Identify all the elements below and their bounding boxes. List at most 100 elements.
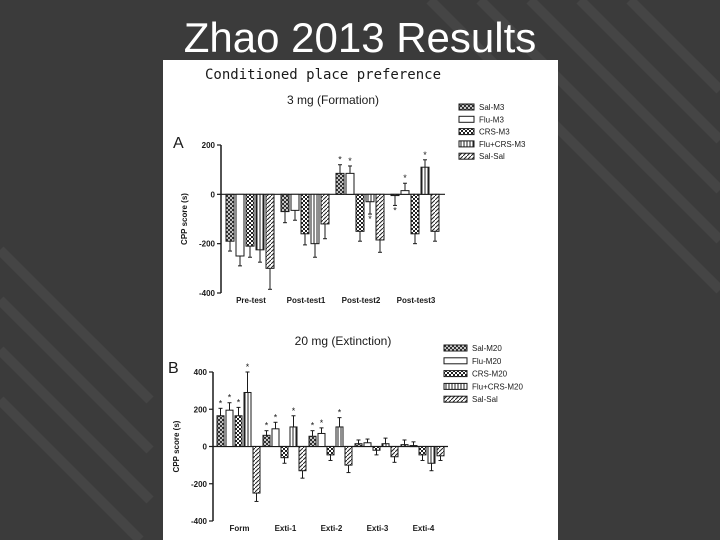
- y-tick-label: 200: [194, 405, 208, 414]
- legend-label: CRS-M20: [472, 370, 508, 379]
- x-tick-label: Post-test3: [397, 296, 436, 305]
- significance-star: *: [292, 406, 296, 416]
- panel-label: B: [168, 360, 179, 377]
- x-tick-label: Exti-3: [367, 524, 389, 533]
- bar: [355, 193, 365, 232]
- chart-panel-b: 20 mg (Extinction) B 400 200 0 -200 -400 CPP sc…: [168, 334, 523, 533]
- legend-swatch: [443, 370, 468, 378]
- y-tick-label: 200: [202, 141, 216, 150]
- bar: [375, 193, 385, 241]
- legend-label: Sal-Sal: [472, 395, 498, 404]
- figure-panel: Conditioned place preference 3 mg (Forma…: [163, 60, 558, 540]
- figure-svg: Conditioned place preference 3 mg (Forma…: [168, 67, 526, 533]
- bar: [252, 446, 261, 494]
- legend-label: Flu-M3: [479, 115, 504, 124]
- y-tick-label: 0: [211, 190, 216, 199]
- chart-panel-a: 3 mg (Formation) A 200 0 -200 -400 CPP score (…: [173, 93, 526, 305]
- bar: [280, 193, 290, 213]
- bar: [317, 432, 326, 447]
- bar: [280, 446, 289, 459]
- y-tick-label: -200: [199, 240, 216, 249]
- legend-swatch: [443, 395, 468, 403]
- significance-star: *: [228, 393, 232, 403]
- y-tick-label: 400: [194, 368, 208, 377]
- bar: [326, 446, 335, 456]
- bar: [430, 193, 440, 232]
- bar: [400, 190, 410, 195]
- legend-swatch: [458, 140, 475, 148]
- bar: [372, 446, 381, 451]
- bar: [381, 443, 390, 447]
- significance-star: *: [274, 412, 278, 422]
- x-tick-label: Post-test1: [287, 296, 326, 305]
- significance-star: *: [246, 362, 250, 372]
- bar: [335, 426, 344, 448]
- legend-swatch: [443, 344, 468, 352]
- significance-star: *: [423, 150, 427, 160]
- x-tick-label: Exti-2: [321, 524, 343, 533]
- bar: [410, 193, 420, 235]
- bar: [363, 442, 372, 447]
- x-tick-label: Post-test2: [342, 296, 381, 305]
- bar: [308, 435, 317, 448]
- significance-star: *: [219, 398, 223, 408]
- x-tick-label: Pre-test: [236, 296, 266, 305]
- bar: [310, 193, 320, 245]
- bar: [245, 193, 255, 247]
- bar: [300, 193, 310, 235]
- bar: [335, 172, 345, 195]
- legend-label: CRS-M3: [479, 128, 510, 137]
- bar: [418, 446, 427, 456]
- bar: [271, 428, 280, 447]
- bar: [365, 193, 375, 203]
- legend-label: Sal-Sal: [479, 152, 505, 161]
- bar: [235, 193, 245, 257]
- significance-star: *: [368, 214, 372, 224]
- bar: [400, 444, 409, 448]
- figure-heading: Conditioned place preference: [205, 67, 441, 83]
- legend-label: Sal-M3: [479, 103, 505, 112]
- bar: [225, 409, 234, 447]
- significance-star: *: [338, 155, 342, 165]
- significance-star: *: [311, 421, 315, 431]
- bar: [320, 193, 330, 225]
- legend-swatch: [443, 357, 468, 365]
- significance-star: *: [393, 205, 397, 215]
- y-tick-label: -400: [199, 289, 216, 298]
- significance-star: *: [338, 408, 342, 418]
- legend-swatch: [458, 115, 475, 123]
- legend-label: Flu+CRS-M20: [472, 382, 523, 391]
- legend-swatch: [458, 128, 475, 136]
- legend-swatch: [458, 103, 475, 111]
- significance-star: *: [320, 418, 324, 428]
- bar: [420, 166, 430, 195]
- legend-label: Flu+CRS-M3: [479, 140, 526, 149]
- bar: [354, 443, 363, 447]
- significance-star: *: [403, 173, 407, 183]
- y-tick-label: -200: [191, 480, 208, 489]
- y-axis-label: CPP score (s): [172, 420, 181, 472]
- bar: [262, 434, 271, 448]
- significance-star: *: [237, 397, 241, 407]
- bar: [409, 445, 418, 448]
- bar: [436, 446, 445, 457]
- bar: [290, 193, 300, 211]
- bar: [255, 193, 265, 251]
- bar: [344, 446, 353, 466]
- bar: [225, 193, 235, 242]
- y-tick-label: 0: [203, 443, 208, 452]
- bar: [390, 446, 399, 458]
- x-tick-label: Exti-1: [275, 524, 297, 533]
- bar: [390, 193, 400, 197]
- slide-title: Zhao 2013 Results: [183, 14, 537, 61]
- chart-title: 3 mg (Formation): [287, 93, 379, 107]
- x-tick-label: Exti-4: [413, 524, 435, 533]
- chart-title: 20 mg (Extinction): [295, 334, 392, 348]
- panel-label: A: [173, 135, 184, 152]
- y-axis-label: CPP score (s): [180, 193, 189, 245]
- bar: [216, 415, 225, 447]
- bar: [289, 426, 298, 448]
- legend-label: Flu-M20: [472, 357, 502, 366]
- legend-swatch: [458, 152, 475, 160]
